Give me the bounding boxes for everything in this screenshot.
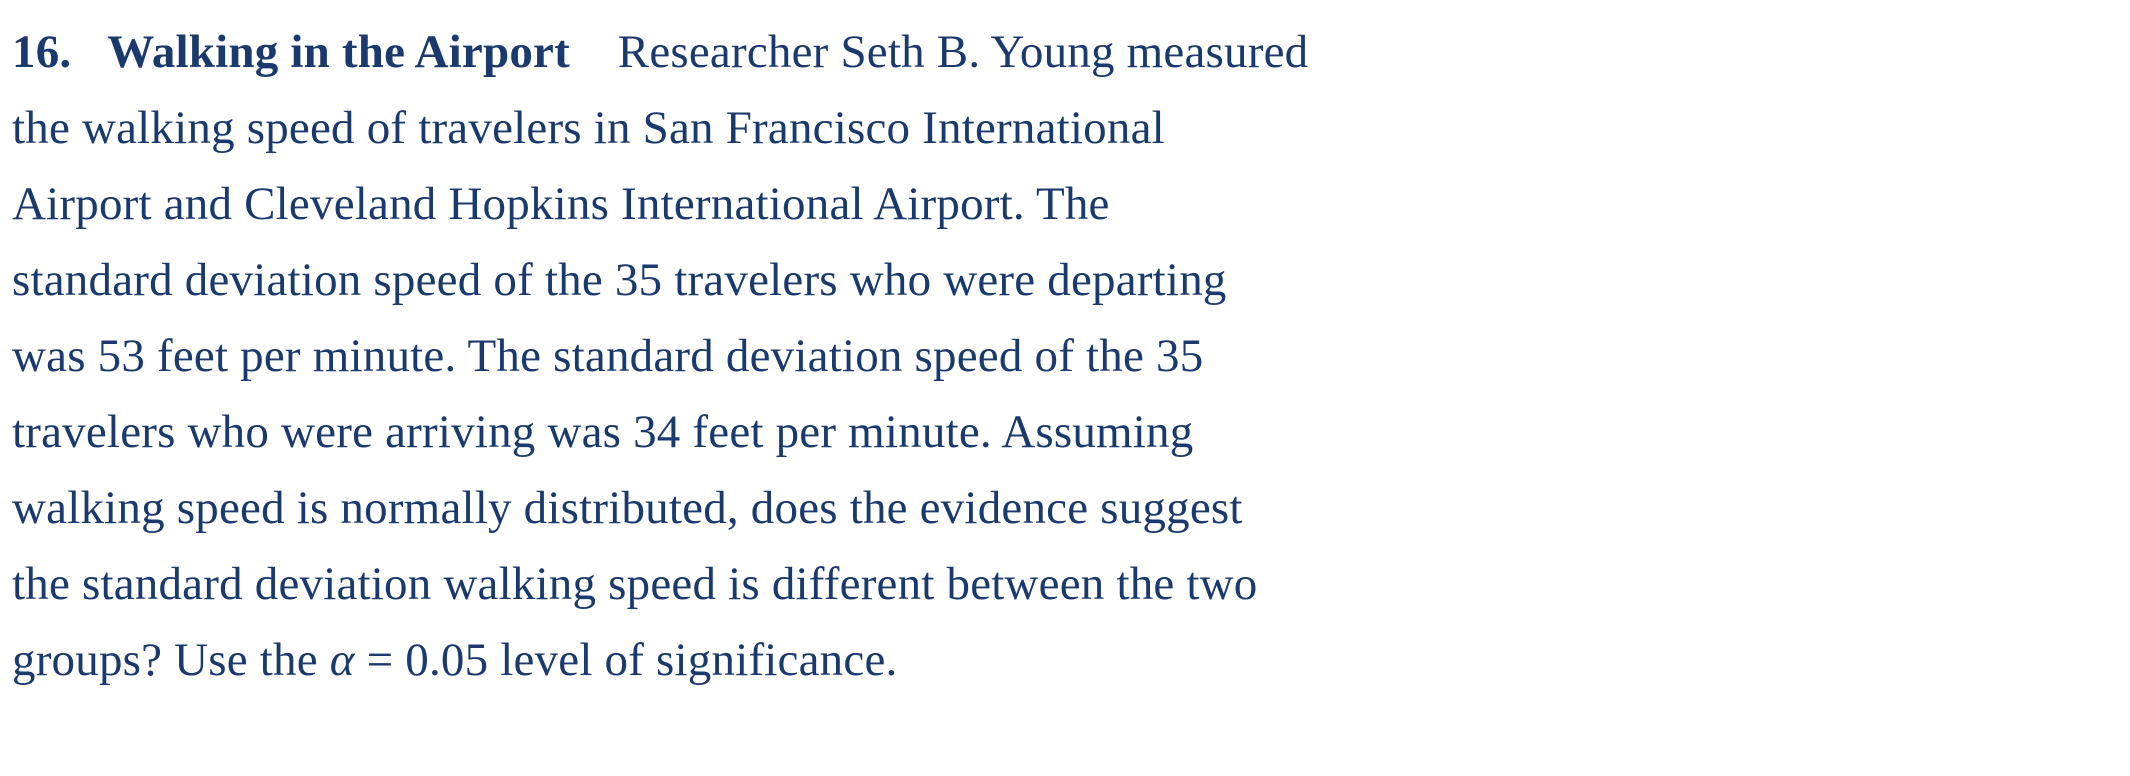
text-line-4: standard deviation speed of the 35 trave… <box>12 242 2110 318</box>
text-line-6: travelers who were arriving was 34 feet … <box>12 394 2110 470</box>
text-line-9: groups? Use the α = 0.05 level of signif… <box>12 622 2110 698</box>
text-line-3: Airport and Cleveland Hopkins Internatio… <box>12 166 2110 242</box>
line-1-text: Researcher Seth B. Young measured <box>618 26 1309 78</box>
last-line-suffix: = 0.05 level of significance. <box>367 634 898 686</box>
text-line-8: the standard deviation walking speed is … <box>12 546 2110 622</box>
text-line-1: 16. Walking in the Airport Researcher Se… <box>12 14 2110 90</box>
nbsp <box>83 26 95 78</box>
question-number: 16. <box>12 26 71 78</box>
text-line-5: was 53 feet per minute. The standard dev… <box>12 318 2110 394</box>
alpha-symbol: α <box>330 634 355 686</box>
question-title: Walking in the Airport <box>107 26 570 78</box>
text-line-2: the walking speed of travelers in San Fr… <box>12 90 2110 166</box>
nbsp <box>582 26 606 78</box>
last-line-prefix: groups? Use the <box>12 634 330 686</box>
question-paragraph: 16. Walking in the Airport Researcher Se… <box>0 0 2130 698</box>
text-line-7: walking speed is normally distributed, d… <box>12 470 2110 546</box>
